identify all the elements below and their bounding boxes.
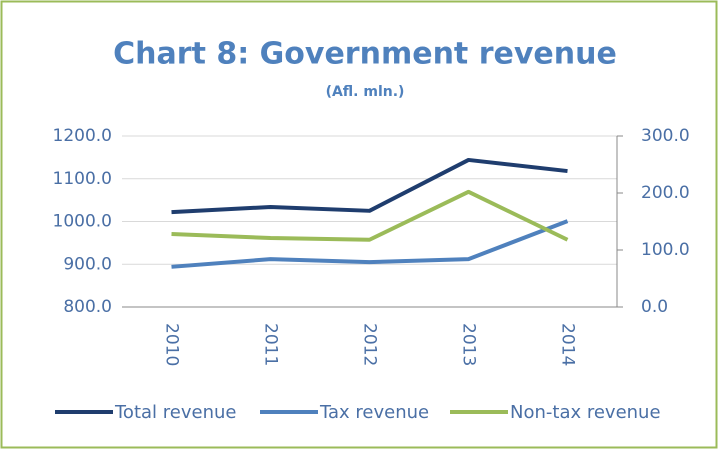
y-tick-label: 800.0 [63,297,112,317]
series-line [171,219,569,269]
chart-title: Chart 8: Government revenue [113,37,617,72]
legend-label: Tax revenue [319,402,429,423]
y-tick-label: 1100.0 [53,169,112,189]
y2-tick-label: 200.0 [641,183,690,203]
y2-tick-label: 300.0 [641,126,690,146]
series-line [171,189,569,242]
chart-subtitle: (Afl. mln.) [326,84,405,100]
x-tick-label: 2011 [261,323,281,366]
series-line [171,157,568,215]
x-tick-label: 2010 [162,323,182,366]
y2-tick-label: 100.0 [641,240,690,260]
legend-label: Non-tax revenue [510,402,661,423]
y-tick-label: 900.0 [63,254,112,274]
y2-tick-label: 0.0 [641,297,668,317]
x-tick-label: 2014 [558,323,578,366]
x-tick-label: 2013 [459,323,479,366]
legend-label: Total revenue [114,402,236,423]
y-tick-label: 1000.0 [53,212,112,232]
y-tick-label: 1200.0 [53,126,112,146]
x-tick-label: 2012 [360,323,380,366]
